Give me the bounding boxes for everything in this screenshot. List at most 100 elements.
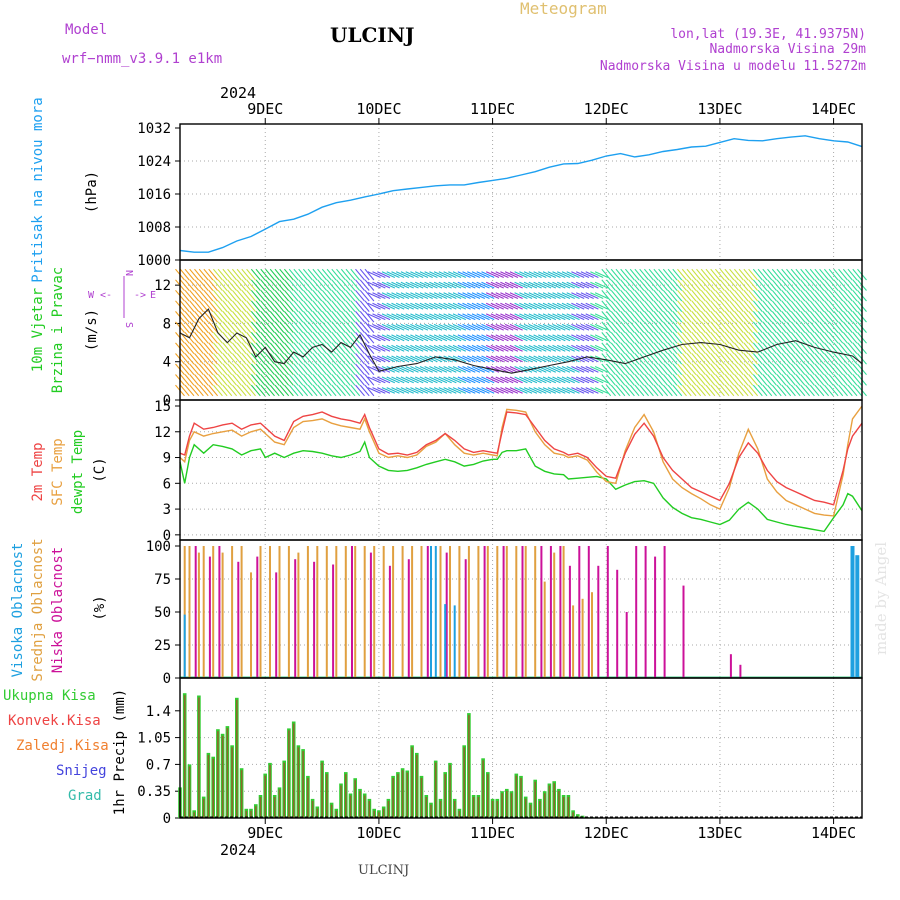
wind-barb: [179, 384, 190, 397]
wind-barb: [386, 355, 400, 363]
wind-barb: [771, 342, 782, 355]
wind-barb: [700, 363, 711, 376]
wind-barb: [514, 376, 528, 384]
precip-conv-bar: [515, 775, 518, 818]
wind-barb: [542, 355, 557, 363]
wind-barb: [198, 279, 209, 291]
wind-barb: [241, 268, 252, 281]
wind-barb: [269, 342, 280, 355]
wind-barb: [433, 334, 448, 342]
wind-barb: [552, 323, 566, 331]
wind-barb: [686, 363, 697, 376]
wind-barb: [752, 300, 763, 312]
wind-barb: [485, 292, 500, 300]
wind-barb: [615, 363, 626, 376]
wind-barb: [681, 374, 692, 386]
wind-barb: [260, 279, 271, 291]
wind-barb: [833, 311, 844, 323]
wind-barb: [686, 311, 697, 323]
wind-barb: [705, 311, 716, 323]
wind-barb: [429, 313, 443, 321]
wind-barb: [639, 353, 650, 365]
wind-barb: [814, 353, 825, 365]
elevation-label: Nadmorska Visina 29m: [709, 42, 866, 57]
wind-barb: [340, 300, 351, 312]
wind-barb: [265, 289, 275, 302]
wind-barb: [585, 302, 599, 310]
wind-barb: [452, 387, 467, 394]
wind-barb: [283, 311, 294, 323]
wind-barb: [302, 332, 313, 344]
wind-barb: [643, 321, 654, 333]
wind-barb: [241, 279, 252, 291]
wind-barb: [852, 321, 863, 333]
wind-barb: [504, 334, 519, 342]
precip-conv-bar: [292, 723, 295, 818]
wind-barb: [542, 323, 557, 331]
cloud-mid-bar: [524, 546, 527, 678]
wind-barb: [610, 268, 621, 281]
wind-barb: [184, 300, 195, 312]
wind-barb: [391, 292, 405, 300]
wind-barb: [386, 281, 400, 289]
wind-barb: [217, 363, 228, 376]
station-title: ULCINJ: [330, 23, 415, 47]
wind-barb: [624, 321, 635, 333]
wind-barb: [601, 363, 612, 376]
wind-barb: [800, 353, 811, 365]
wind-barb: [345, 289, 356, 302]
wind-barb: [189, 300, 200, 312]
precip-conv-bar: [482, 760, 484, 818]
panel-precip: 00.350.71.051.4: [137, 678, 862, 827]
wind-barb: [345, 279, 356, 291]
y-tick-label: 1008: [137, 220, 171, 236]
wind-barb: [419, 323, 433, 331]
wind-barb: [326, 279, 337, 291]
wind-barb: [471, 376, 486, 384]
wind-barb: [405, 313, 419, 321]
wind-barb: [386, 323, 400, 331]
wind-barb: [476, 344, 490, 352]
wind-barb: [606, 300, 616, 312]
wind-barb: [222, 363, 233, 376]
wind-barb: [457, 387, 471, 394]
wind-barb: [391, 313, 405, 321]
y-tick-label: 0: [163, 528, 171, 544]
wind-barb: [556, 365, 571, 373]
wind-barb: [255, 332, 266, 344]
wind-barb: [686, 342, 697, 355]
wind-barb: [194, 268, 204, 281]
wind-barb: [571, 323, 585, 331]
wind-barb: [457, 281, 471, 289]
wind-barb: [601, 384, 612, 397]
wind-barb: [212, 279, 223, 291]
cloud-high-bar: [444, 604, 447, 678]
wind-barb: [381, 376, 396, 384]
wind-barb: [700, 353, 711, 365]
wind-barb: [634, 289, 645, 302]
wind-barb: [724, 353, 735, 365]
wind-barb: [819, 384, 830, 397]
wind-barb: [260, 300, 271, 312]
precip-total-bar: [576, 814, 580, 818]
wind-barb: [790, 384, 801, 397]
wind-barb: [800, 311, 811, 323]
wind-barb: [336, 321, 346, 333]
wind-barb: [639, 268, 650, 281]
wind-barb: [594, 323, 609, 331]
cloud-mid-bar: [325, 546, 328, 678]
wind-barb: [847, 311, 858, 323]
wind-barb: [748, 311, 759, 323]
wind-barb: [757, 268, 768, 281]
wind-barb: [495, 313, 509, 321]
wind-barb: [321, 311, 332, 323]
wind-barb: [575, 387, 590, 394]
precip-conv-bar: [255, 806, 257, 818]
wind-barb: [528, 302, 542, 310]
wind-barb: [476, 292, 490, 300]
wind-barb: [710, 268, 721, 281]
wind-barb: [405, 376, 419, 384]
wind-barb: [386, 376, 400, 384]
wind-barb: [828, 384, 839, 397]
wind-barb: [686, 289, 697, 302]
